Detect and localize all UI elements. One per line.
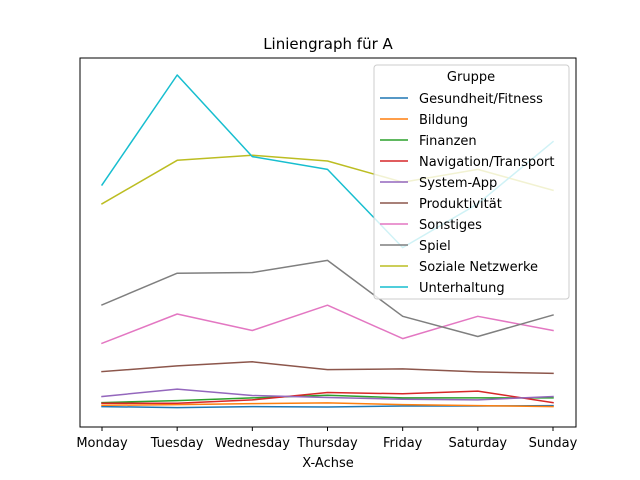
series-lines — [100, 74, 555, 409]
series-line-1 — [101, 402, 554, 408]
x-tick-label: Tuesday — [150, 436, 204, 451]
legend-label: Bildung — [419, 113, 468, 128]
x-axis: Monday Tuesday Wednesday Thursday Friday Satu… — [76, 427, 578, 451]
legend-label: Navigation/Transport — [419, 155, 555, 170]
legend-label: Unterhaltung — [419, 281, 505, 296]
series-line-4 — [101, 388, 554, 401]
series-line-2 — [101, 394, 554, 404]
legend-label: Gesundheit/Fitness — [419, 92, 543, 107]
legend-label: System-App — [419, 176, 497, 191]
x-tick-label: Sunday — [529, 436, 578, 451]
legend-label: Produktivität — [419, 197, 502, 212]
legend-label: Sonstiges — [419, 218, 482, 233]
legend-label: Finanzen — [419, 134, 477, 149]
series-line-6 — [101, 304, 554, 345]
series-line-3 — [101, 390, 554, 405]
legend-title: Gruppe — [447, 70, 495, 85]
legend-label: Soziale Netzwerke — [419, 260, 538, 275]
legend-label: Spiel — [419, 239, 451, 254]
series-line-5 — [101, 361, 554, 375]
x-tick-label: Wednesday — [215, 436, 291, 451]
x-tick-label: Thursday — [296, 436, 358, 451]
chart-title: Liniengraph für A — [263, 35, 393, 53]
legend: Gruppe Gesundheit/Fitness Bildung Finanzen… — [373, 64, 570, 300]
x-tick-label: Saturday — [449, 436, 508, 451]
x-tick-label: Monday — [76, 436, 128, 451]
series-line-7 — [101, 259, 554, 338]
x-tick-label: Friday — [383, 436, 423, 451]
legend-frame — [373, 64, 570, 300]
legend-entries: Gesundheit/Fitness Bildung Finanzen Navigat… — [380, 92, 555, 296]
x-axis-label: X-Achse — [302, 456, 354, 471]
